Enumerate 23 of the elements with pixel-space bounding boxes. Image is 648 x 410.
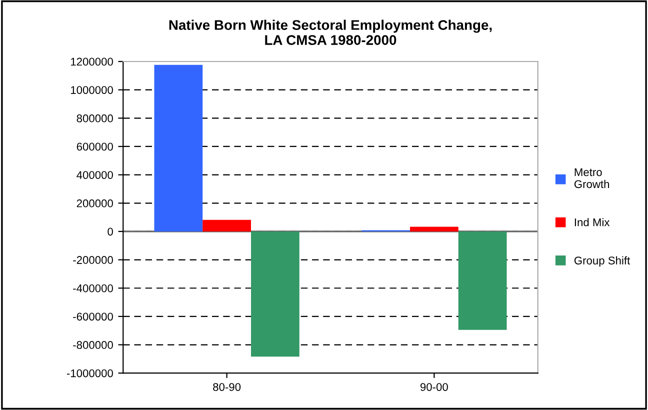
y-tick-label: 1000000 xyxy=(70,86,113,94)
legend-label: Ind Mix xyxy=(574,218,610,226)
chart-title: Native Born White Sectoral Employment Change, LA CMSA 1980-2000 xyxy=(169,20,492,45)
bar xyxy=(154,64,203,232)
y-tick-label: 0 xyxy=(108,228,113,236)
y-tick-label: -600000 xyxy=(73,312,113,321)
y-tick-label: 400000 xyxy=(76,171,113,179)
x-tick-label: 80-90 xyxy=(213,383,241,391)
bar xyxy=(410,226,458,232)
y-tick-label: 200000 xyxy=(76,199,113,208)
y-tick-label: 600000 xyxy=(76,142,113,151)
y-tick-label: -400000 xyxy=(73,284,113,292)
bar xyxy=(250,231,300,357)
bar xyxy=(202,220,251,232)
bar xyxy=(458,231,507,330)
y-tick-label: 1200000 xyxy=(70,58,113,66)
x-tick-label: 90-00 xyxy=(420,383,448,391)
y-tick-label: -800000 xyxy=(73,341,113,349)
y-tick-label: -1000000 xyxy=(66,369,113,378)
y-tick-label: -200000 xyxy=(73,256,113,264)
y-tick-label: 800000 xyxy=(76,114,113,122)
legend-label: Metro Growth xyxy=(574,168,610,188)
legend-label: Group Shift xyxy=(574,256,630,267)
